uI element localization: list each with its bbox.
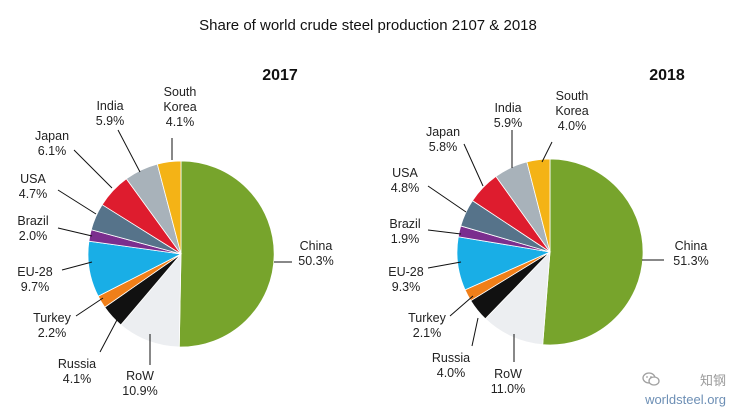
label-russia-2017: Russia 4.1% xyxy=(58,357,96,386)
label-russia-2018: Russia 4.0% xyxy=(432,351,470,380)
leader-line-india-2017 xyxy=(117,129,141,173)
leader-line-brazil-2017 xyxy=(57,227,93,237)
slice-china-2018 xyxy=(542,158,644,346)
leader-line-turkey-2018 xyxy=(449,295,474,317)
label-usa-2017: USA 4.7% xyxy=(19,172,48,201)
leader-line-japan-2017 xyxy=(73,149,113,189)
label-brazil-2018: Brazil 1.9% xyxy=(389,217,420,246)
label-china-2018: China 51.3% xyxy=(673,239,708,268)
label-south-korea-2018: South Korea 4.0% xyxy=(555,89,588,133)
leader-line-eu-28-2018 xyxy=(427,261,462,269)
leader-line-japan-2018 xyxy=(463,143,484,187)
label-india-2018: India 5.9% xyxy=(494,101,523,130)
label-india-2017: India 5.9% xyxy=(96,99,125,128)
pie-chart-2018: 2018 China 51.3% RoW 11.0% Russia 4.0% Turkey 2.… xyxy=(388,67,708,396)
label-row-2017: RoW 10.9% xyxy=(122,369,157,398)
leader-line-usa-2018 xyxy=(427,185,467,213)
watermark-site: worldsteel.org xyxy=(645,392,726,407)
leader-line-eu-28-2017 xyxy=(61,261,93,271)
label-south-korea-2017: South Korea 4.1% xyxy=(163,85,196,129)
slice-south-korea-2017 xyxy=(156,160,182,255)
year-label-2017: 2017 xyxy=(262,67,298,84)
label-row-2018: RoW 11.0% xyxy=(491,367,526,396)
label-china-2017: China 50.3% xyxy=(298,239,333,268)
label-eu-28-2017: EU-28 9.7% xyxy=(17,265,52,294)
label-japan-2018: Japan 5.8% xyxy=(426,125,460,154)
year-label-2018: 2018 xyxy=(649,67,685,84)
label-japan-2017: Japan 6.1% xyxy=(35,129,69,158)
watermark: 知钢 worldsteel.org xyxy=(628,366,732,412)
leader-line-brazil-2018 xyxy=(427,229,462,235)
slice-china-2017 xyxy=(178,160,275,348)
label-usa-2018: USA 4.8% xyxy=(391,166,420,195)
slice-south-korea-2018 xyxy=(526,158,551,253)
label-brazil-2017: Brazil 2.0% xyxy=(17,214,48,243)
wechat-icon xyxy=(642,372,660,386)
leader-line-usa-2017 xyxy=(57,189,97,215)
label-eu-28-2018: EU-28 9.3% xyxy=(388,265,423,294)
leader-line-russia-2017 xyxy=(99,317,119,353)
label-turkey-2017: Turkey 2.2% xyxy=(33,311,71,340)
chart-title: Share of world crude steel production 21… xyxy=(199,17,537,34)
leader-line-turkey-2017 xyxy=(75,297,104,317)
watermark-brand: 知钢 xyxy=(699,373,726,388)
pie-chart-2017: 2017 China 50.3% RoW 10.9% Russia 4.1% Turkey 2.… xyxy=(17,67,333,398)
leader-line-south-korea-2018 xyxy=(541,141,553,163)
label-turkey-2018: Turkey 2.1% xyxy=(408,311,446,340)
leader-line-russia-2018 xyxy=(471,317,479,347)
